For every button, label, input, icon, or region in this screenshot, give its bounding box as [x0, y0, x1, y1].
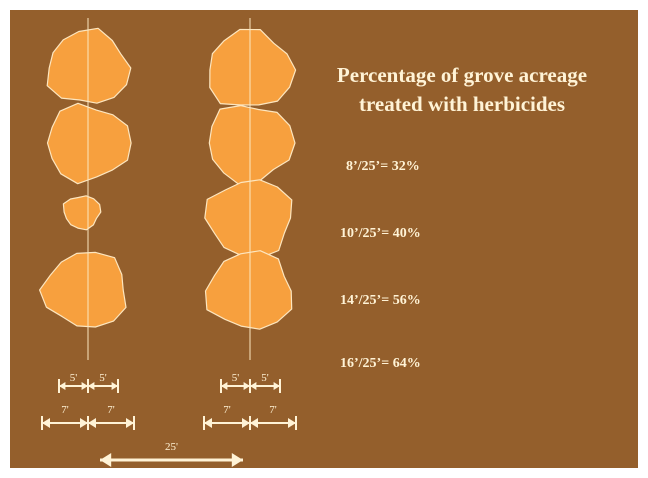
formula: 14’/25’= 56%: [340, 293, 421, 308]
formula: 16’/25’= 64%: [340, 356, 421, 371]
formula: 8’/25’= 32%: [346, 159, 420, 174]
page: {"title": ["Percentage of grove acreage"…: [0, 0, 648, 478]
dimension-label: 25': [165, 441, 178, 453]
dimension-label: 5': [70, 372, 78, 384]
dimension-label: 5': [232, 372, 240, 384]
dimension-label: 7': [223, 404, 231, 416]
dimension-label: 7': [61, 404, 69, 416]
dimension-label: 5': [261, 372, 269, 384]
title-line: Percentage of grove acreage: [337, 63, 587, 87]
dimension-label: 7': [107, 404, 115, 416]
dimension-label: 5': [99, 372, 107, 384]
formula: 10’/25’= 40%: [340, 226, 421, 241]
dimension-label: 7': [269, 404, 277, 416]
title-line: treated with herbicides: [359, 92, 565, 116]
slide: Percentage of grove acreage treated with…: [0, 0, 648, 478]
